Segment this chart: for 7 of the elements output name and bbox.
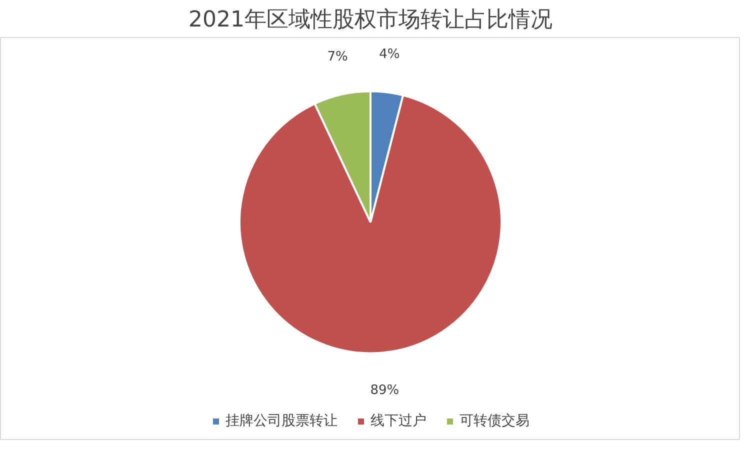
legend-label: 可转债交易 (460, 412, 530, 430)
data-label: 7% (327, 50, 348, 65)
data-label: 4% (379, 47, 400, 62)
legend-label: 线下过户 (370, 412, 426, 430)
data-label: 89% (370, 382, 400, 398)
legend-label: 挂牌公司股票转让 (226, 412, 338, 430)
chart-title: 2021年区域性股权市场转让占比情况 (188, 8, 553, 32)
